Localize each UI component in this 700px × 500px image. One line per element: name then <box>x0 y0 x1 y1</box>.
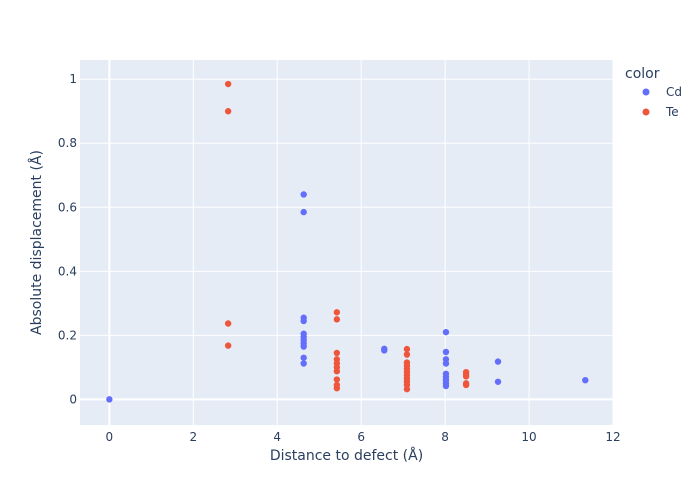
data-point-te[interactable] <box>333 309 341 316</box>
data-point-cd[interactable] <box>300 208 307 216</box>
data-point-cd[interactable] <box>442 348 450 356</box>
data-point-cd[interactable] <box>300 354 307 361</box>
x-tick-labels: 0 2 4 6 8 10 12 <box>106 430 621 444</box>
x-axis-title: Distance to defect (Å) <box>270 447 423 464</box>
y-tick-label: 1 <box>69 72 77 86</box>
legend-label-cd: Cd <box>666 85 682 99</box>
legend: color Cd Te <box>625 66 682 119</box>
data-point-cd[interactable] <box>442 328 450 336</box>
data-point-cd[interactable] <box>300 317 307 325</box>
data-point-te[interactable] <box>462 381 470 389</box>
data-point-cd[interactable] <box>381 347 388 354</box>
data-point-cd[interactable] <box>300 343 307 350</box>
data-point-te[interactable] <box>224 108 232 115</box>
data-point-te[interactable] <box>403 385 411 393</box>
data-point-cd[interactable] <box>300 360 307 367</box>
data-point-cd[interactable] <box>442 382 450 390</box>
x-tick-label: 12 <box>605 430 620 444</box>
data-points <box>106 80 589 403</box>
legend-title: color <box>625 66 660 82</box>
legend-marker-cd <box>642 88 650 96</box>
y-tick-label: 0 <box>69 392 77 406</box>
x-tick-label: 4 <box>273 430 281 444</box>
y-tick-label: 0.4 <box>58 264 77 278</box>
data-point-cd[interactable] <box>582 376 589 384</box>
data-point-cd[interactable] <box>494 378 502 385</box>
x-tick-label: 6 <box>357 430 365 444</box>
x-tick-label: 10 <box>521 430 536 444</box>
data-point-te[interactable] <box>403 351 411 358</box>
data-point-te[interactable] <box>224 342 232 349</box>
x-tick-label: 0 <box>106 430 114 444</box>
grid-lines <box>80 60 614 425</box>
y-tick-label: 0.2 <box>58 328 77 342</box>
data-point-te[interactable] <box>333 376 341 383</box>
y-tick-label: 0.8 <box>58 136 77 150</box>
data-point-cd[interactable] <box>300 191 307 198</box>
x-tick-label: 2 <box>189 430 197 444</box>
data-point-te[interactable] <box>403 345 411 353</box>
data-point-te[interactable] <box>462 373 470 380</box>
legend-item-te[interactable]: Te <box>642 105 679 119</box>
y-tick-labels: 0 0.2 0.4 0.6 0.8 1 <box>58 72 77 406</box>
data-point-te[interactable] <box>333 349 341 357</box>
legend-item-cd[interactable]: Cd <box>642 85 683 99</box>
legend-label-te: Te <box>665 105 679 119</box>
data-point-cd[interactable] <box>494 358 502 365</box>
data-point-cd[interactable] <box>442 360 450 367</box>
data-point-te[interactable] <box>224 320 232 327</box>
data-point-te[interactable] <box>224 80 232 88</box>
data-point-cd[interactable] <box>106 396 113 403</box>
data-point-te[interactable] <box>333 316 341 323</box>
y-tick-label: 0.6 <box>58 200 77 214</box>
y-axis-title: Absolute displacement (Å) <box>28 150 45 335</box>
legend-marker-te <box>642 108 650 116</box>
data-point-te[interactable] <box>333 384 341 392</box>
plot-background <box>80 60 613 425</box>
x-tick-label: 8 <box>441 430 449 444</box>
data-point-te[interactable] <box>333 368 341 375</box>
